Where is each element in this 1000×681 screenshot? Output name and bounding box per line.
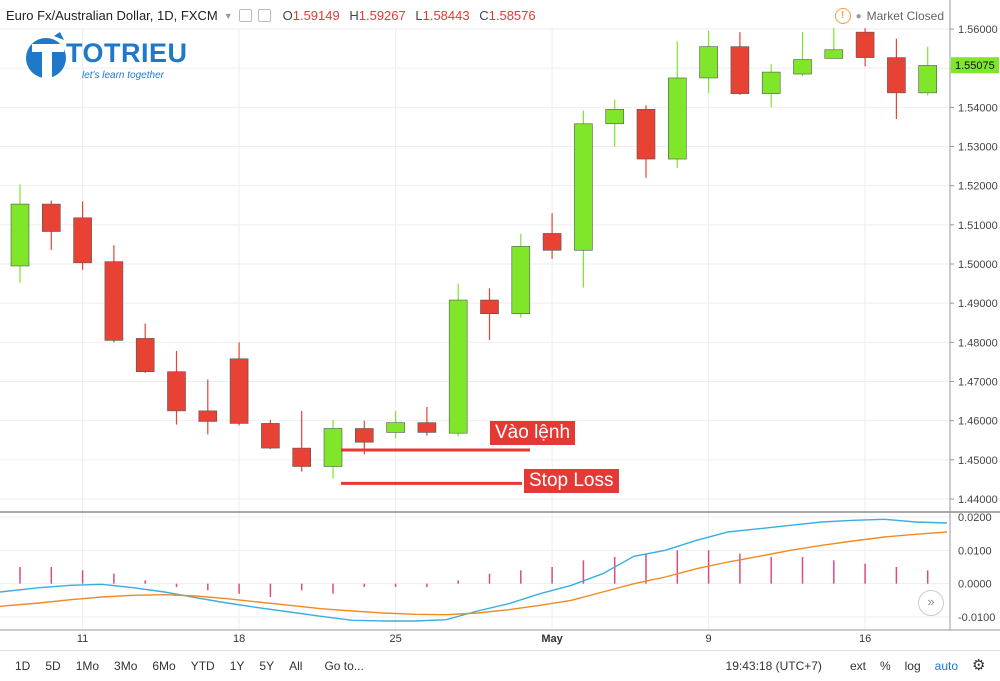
indicator-y-tick-label: -0.0100	[958, 612, 995, 624]
logo-name: TOTRIEU	[66, 38, 188, 68]
candle-body	[323, 428, 343, 467]
percent-toggle[interactable]: %	[879, 659, 891, 673]
close-value: 1.58576	[488, 8, 536, 23]
chart-header: Euro Fx/Australian Dollar, 1D, FXCM ▼ O1…	[6, 8, 536, 23]
indicator-slow-line	[0, 531, 948, 616]
indicator-fast-line	[0, 518, 948, 622]
indicator-y-tick-label: 0.0200	[958, 512, 992, 524]
last-price-label: 1.55075	[955, 60, 995, 72]
candle-body	[261, 423, 280, 449]
candle-body	[574, 123, 593, 251]
high-value: 1.59267	[358, 8, 406, 23]
candle-body	[480, 299, 499, 315]
y-tick-label: 1.46000	[958, 416, 998, 428]
candle-body	[887, 57, 906, 94]
candle-body	[41, 203, 61, 232]
status-dot-icon: ●	[855, 10, 862, 22]
timeframe-6mo[interactable]: 6Mo	[152, 659, 176, 673]
symbol-title[interactable]: Euro Fx/Australian Dollar, 1D, FXCM	[6, 8, 218, 23]
candle-body	[198, 410, 218, 422]
candle-body	[229, 358, 249, 424]
y-tick-label: 1.47000	[958, 377, 998, 389]
y-tick-label: 1.44000	[958, 494, 998, 506]
candle-body	[292, 447, 312, 467]
chevron-down-icon[interactable]: ▼	[223, 10, 233, 21]
timeframe-ytd[interactable]: YTD	[190, 659, 215, 673]
x-tick-label: 25	[389, 633, 401, 645]
y-tick-label: 1.50000	[958, 259, 998, 271]
clock-readout[interactable]: 19:43:18 (UTC+7)	[725, 659, 822, 673]
candle-body	[699, 46, 718, 79]
auto-toggle[interactable]: auto	[934, 659, 958, 673]
candle-body	[855, 31, 875, 58]
timeframe-3mo[interactable]: 3Mo	[114, 659, 138, 673]
timeframe-1mo[interactable]: 1Mo	[75, 659, 100, 673]
timeframe-all[interactable]: All	[289, 659, 303, 673]
timeframe-5y[interactable]: 5Y	[259, 659, 275, 673]
candle-body	[104, 261, 124, 341]
timeframe-5d[interactable]: 5D	[45, 659, 61, 673]
bottom-toolbar: 1D 5D 1Mo 3Mo 6Mo YTD 1Y 5Y All Go to...…	[0, 650, 1000, 681]
timeframe-1y[interactable]: 1Y	[229, 659, 245, 673]
candle-body	[511, 246, 531, 315]
y-tick-label: 1.48000	[958, 337, 998, 349]
candle-body	[667, 77, 687, 160]
candle-body	[167, 371, 186, 412]
market-status: ! ● Market Closed	[834, 8, 944, 24]
low-value: 1.58443	[422, 8, 470, 23]
candle-body	[73, 217, 92, 264]
candle-body	[135, 338, 155, 373]
y-tick-label: 1.53000	[958, 142, 998, 154]
timeframe-1d[interactable]: 1D	[15, 659, 31, 673]
goto-button[interactable]: Go to...	[324, 659, 364, 673]
candle-body	[354, 428, 374, 443]
ohlc-readout: O1.59149 H1.59267 L1.58443 C1.58576	[282, 8, 536, 23]
y-tick-label: 1.51000	[958, 220, 998, 232]
entry-label: Vào lệnh	[490, 421, 576, 445]
last-price-badge	[951, 57, 999, 74]
logo-tagline: let's learn together	[82, 70, 164, 81]
candle-body	[605, 108, 625, 125]
y-tick-label: 1.52000	[958, 181, 998, 193]
x-tick-label: 18	[233, 633, 245, 645]
ext-toggle[interactable]: ext	[849, 659, 866, 673]
open-value: 1.59149	[292, 8, 340, 23]
log-toggle[interactable]: log	[904, 659, 921, 673]
warning-icon[interactable]: !	[834, 8, 851, 24]
candle-body	[448, 299, 468, 434]
candle-body	[636, 108, 656, 160]
indicator-y-tick-label: 0.0000	[958, 579, 992, 591]
settings-icon[interactable]	[238, 9, 252, 22]
x-tick-label: 9	[706, 633, 712, 645]
y-tick-label: 1.54000	[958, 102, 998, 114]
gear-icon[interactable]: ⚙	[972, 657, 986, 674]
candle-body	[417, 422, 437, 433]
stoploss-label: Stop Loss	[524, 469, 619, 493]
y-tick-label: 1.45000	[958, 455, 998, 467]
scroll-to-realtime-button[interactable]: »	[918, 590, 944, 616]
y-tick-label: 1.49000	[958, 298, 998, 310]
logo: TOTRIEU let's learn together	[24, 30, 187, 85]
candle-body	[761, 71, 781, 94]
candle-body	[793, 59, 812, 75]
compare-icon[interactable]	[257, 9, 271, 22]
candle-body	[824, 49, 844, 59]
indicator-y-tick-label: 0.0100	[958, 545, 992, 557]
logo-mark-icon	[26, 32, 66, 78]
market-status-text: Market Closed	[866, 9, 944, 23]
x-tick-label: 16	[859, 633, 871, 645]
x-tick-label: 11	[77, 633, 88, 645]
y-tick-label: 1.56000	[958, 24, 998, 36]
x-tick-label: May	[541, 633, 563, 645]
candle-body	[730, 46, 750, 94]
candle-body	[542, 233, 562, 251]
candle-body	[386, 422, 405, 433]
candle-body	[10, 203, 30, 267]
candle-body	[918, 65, 938, 94]
